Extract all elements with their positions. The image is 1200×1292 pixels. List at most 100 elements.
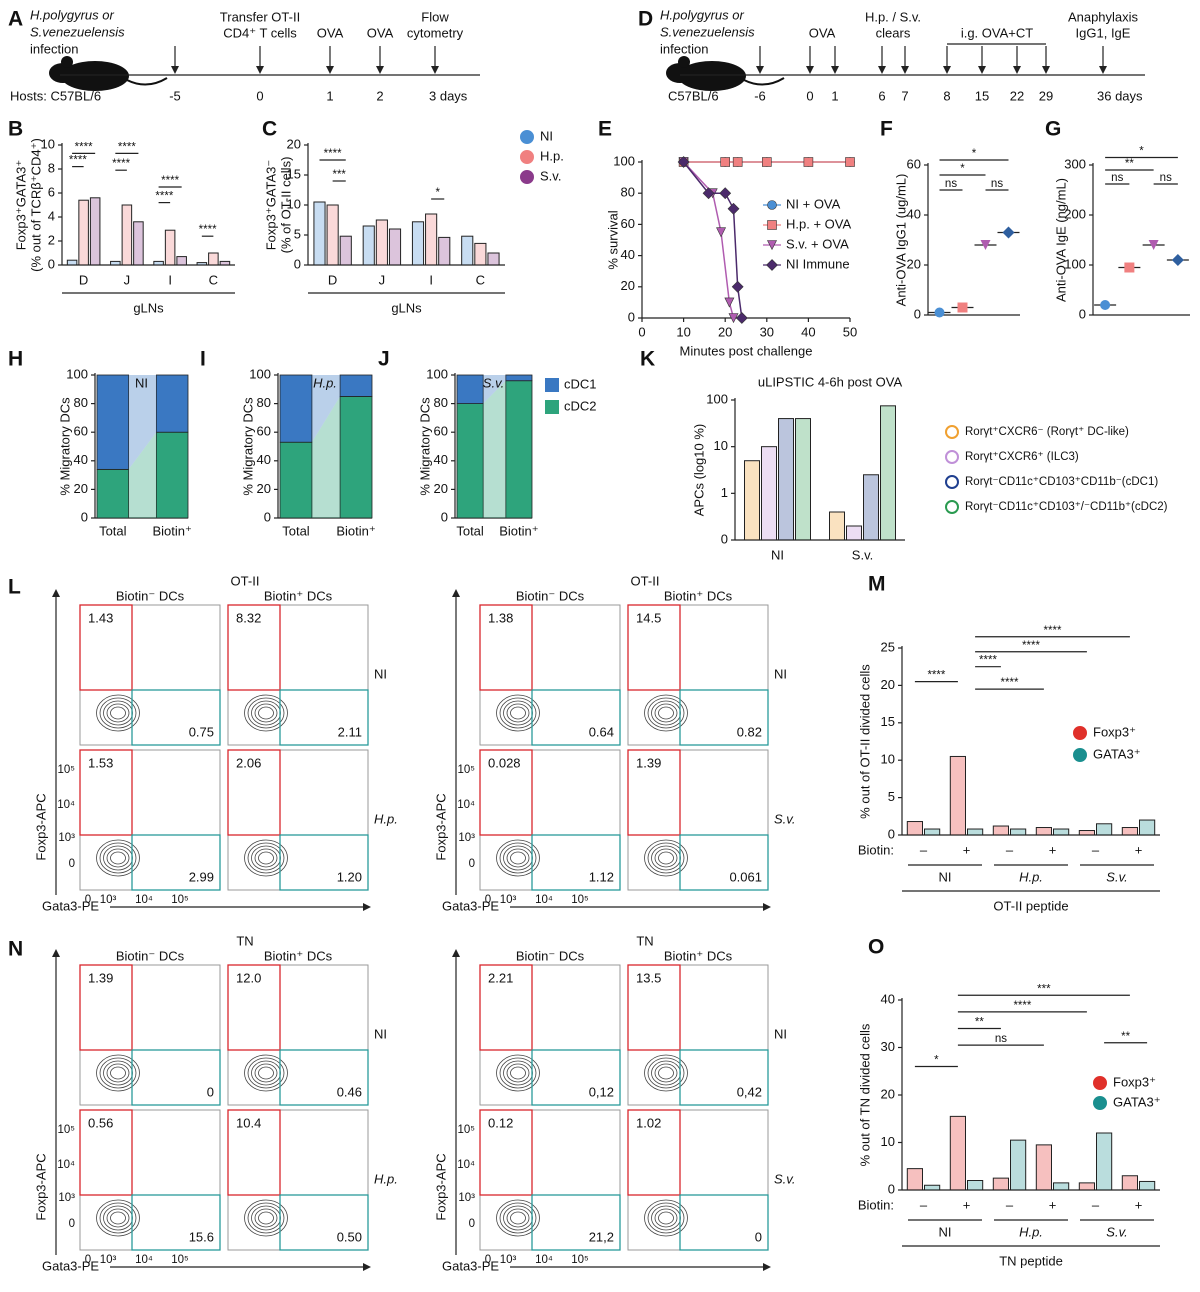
- gate-gata3: [131, 1049, 221, 1106]
- plot-frame: [479, 964, 621, 1106]
- row-label: NI: [774, 666, 787, 681]
- gate-percent: 0.56: [88, 1115, 113, 1130]
- gate-gata3: [679, 834, 769, 891]
- x-tick-label: 20: [718, 324, 732, 339]
- timeline-label: OVA: [367, 25, 394, 40]
- contour: [496, 1199, 540, 1237]
- gate-percent: 2.11: [338, 724, 362, 739]
- x-axis-label: Gata3-PE: [42, 1258, 99, 1273]
- x-axis-label: Gata3-PE: [442, 898, 499, 913]
- significance-label: **: [1125, 158, 1134, 170]
- arrow-head: [901, 66, 909, 74]
- y-tick-label: 5: [294, 226, 301, 241]
- column-label: Biotin⁻ DCs: [116, 948, 185, 963]
- day-label: -6: [754, 88, 766, 103]
- y-tick-label: 4: [48, 208, 55, 223]
- x-tick-label: –: [1092, 1197, 1100, 1212]
- day-label: 0: [806, 88, 813, 103]
- contour: [254, 848, 278, 868]
- legend-swatch: [545, 378, 559, 392]
- y-tick-label: 10: [881, 752, 895, 767]
- contour: [247, 697, 285, 729]
- biotin-label: Biotin:: [858, 842, 894, 857]
- timeline-label: infection: [30, 41, 78, 56]
- x-tick-label: 40: [801, 324, 815, 339]
- bar-segment: [279, 441, 313, 519]
- x-tick-label: –: [920, 842, 928, 857]
- y-tick-label: 0: [721, 531, 728, 546]
- y-tick-label: 8: [48, 160, 55, 175]
- gate-gata3: [679, 1194, 769, 1251]
- contour: [506, 703, 530, 723]
- bar: [176, 256, 187, 266]
- bar-segment: [155, 431, 189, 519]
- y-tick-label: 0: [888, 1181, 895, 1196]
- y-tick-label: 80: [434, 395, 448, 410]
- bar: [1121, 827, 1139, 836]
- contour: [647, 1057, 685, 1089]
- y-tick-label: 100: [249, 366, 271, 381]
- timeline-label: cytometry: [407, 25, 464, 40]
- contour: [244, 1199, 288, 1237]
- gate-foxp3: [79, 964, 133, 1051]
- gate-percent: 0.64: [589, 724, 614, 739]
- x-tick-label: 0: [638, 324, 645, 339]
- x-tick-label: Total: [282, 523, 310, 538]
- bar: [949, 1115, 966, 1191]
- panel-label: J: [378, 348, 390, 371]
- y-tick-label: 80: [257, 395, 271, 410]
- legend-marker: [1073, 726, 1087, 740]
- bar: [924, 828, 941, 836]
- arrow-head: [878, 66, 886, 74]
- bar: [906, 821, 923, 836]
- group-label: S.v.: [1106, 1224, 1127, 1239]
- contour: [496, 839, 540, 877]
- block-title: TN: [636, 933, 653, 948]
- gate-gata3: [679, 1049, 769, 1106]
- bar: [208, 252, 219, 266]
- point: [761, 157, 772, 167]
- y-tick-label: 20: [621, 278, 635, 293]
- median-marker: [980, 240, 991, 250]
- significance-label: ****: [161, 175, 179, 187]
- gate-gata3: [531, 834, 621, 891]
- y-tick-label: 10⁵: [457, 1124, 475, 1136]
- point: [724, 297, 735, 308]
- x-tick-label: 0: [85, 894, 91, 906]
- y-tick-label: 0: [469, 858, 475, 870]
- legend-marker: [945, 475, 959, 489]
- x-axis-label: gLNs: [391, 300, 422, 315]
- contour: [658, 706, 674, 720]
- significance-label: *: [972, 148, 977, 160]
- gate-gata3: [531, 1049, 621, 1106]
- gate-gata3: [131, 1194, 221, 1251]
- host-label: C57BL/6: [668, 88, 719, 103]
- block-title: OT-II: [631, 573, 660, 588]
- point: [728, 313, 739, 324]
- x-tick-label: 0: [485, 894, 491, 906]
- row-label: S.v.: [774, 1171, 795, 1186]
- contour: [254, 703, 278, 723]
- significance-label: ****: [199, 224, 217, 236]
- y-tick-label: 0: [294, 256, 301, 271]
- series-line: [683, 161, 743, 319]
- legend-marker: [520, 170, 534, 184]
- x-axis-label: OT-II peptide: [993, 898, 1068, 913]
- row-label: H.p.: [374, 1171, 398, 1186]
- x-tick-label: +: [1049, 842, 1057, 857]
- significance-label: ****: [118, 141, 136, 153]
- legend-marker: [945, 425, 959, 439]
- y-tick-label: 15: [287, 166, 301, 181]
- point: [731, 280, 744, 293]
- bar: [795, 418, 811, 541]
- contour: [644, 694, 688, 732]
- significance-label: ns: [945, 178, 957, 190]
- timeline-label: Anaphylaxis: [1068, 9, 1139, 24]
- y-tick-label: 0: [888, 826, 895, 841]
- day-label: 7: [901, 88, 908, 103]
- y-tick-label: 15: [881, 714, 895, 729]
- significance-label: ****: [155, 191, 173, 203]
- gate-percent: 1.12: [589, 869, 614, 884]
- y-tick-label: 10⁵: [57, 764, 75, 776]
